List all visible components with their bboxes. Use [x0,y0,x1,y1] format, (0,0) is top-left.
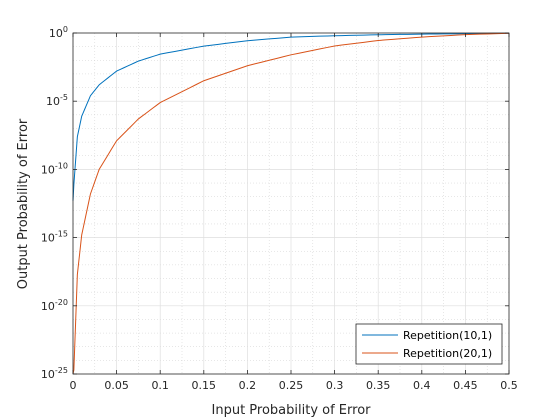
x-tick-label: 0.15 [192,379,217,392]
grid [73,33,509,374]
x-tick-label: 0.1 [151,379,169,392]
x-tick-label: 0.5 [500,379,518,392]
y-tick-label: 10-10 [41,161,68,176]
x-tick-label: 0.2 [239,379,257,392]
x-tick-labels: 0 0.05 0.1 0.15 0.2 0.25 0.3 0.35 0.4 0.45 0.5 [70,379,518,392]
x-tick-label: 0.4 [413,379,431,392]
x-tick-label: 0 [70,379,77,392]
y-tick-label: 100 [49,25,68,40]
legend-label-repetition-20-1: Repetition(20,1) [403,347,492,360]
legend: Repetition(10,1) Repetition(20,1) [355,323,503,365]
series-line-repetition-20-1 [72,32,510,375]
y-axis-label: Output Probability of Error [16,118,31,289]
x-tick-label: 0.45 [453,379,478,392]
y-tick-label: 10-15 [41,230,68,245]
x-tick-label: 0.25 [279,379,304,392]
legend-label-repetition-10-1: Repetition(10,1) [403,329,492,342]
series-line-repetition-10-1 [72,32,510,201]
y-tick-labels: 100 10-5 10-10 10-15 10-20 10-25 [41,25,68,381]
series-layer [72,32,510,375]
ticks [72,32,510,375]
x-tick-label: 0.35 [366,379,391,392]
x-tick-label: 0.05 [104,379,129,392]
legend-box [355,323,503,365]
x-tick-label: 0.3 [326,379,344,392]
y-tick-label: 10-25 [41,366,68,381]
x-axis-label: Input Probability of Error [212,403,372,418]
y-tick-label: 10-5 [46,93,68,108]
y-tick-label: 10-20 [41,298,68,313]
